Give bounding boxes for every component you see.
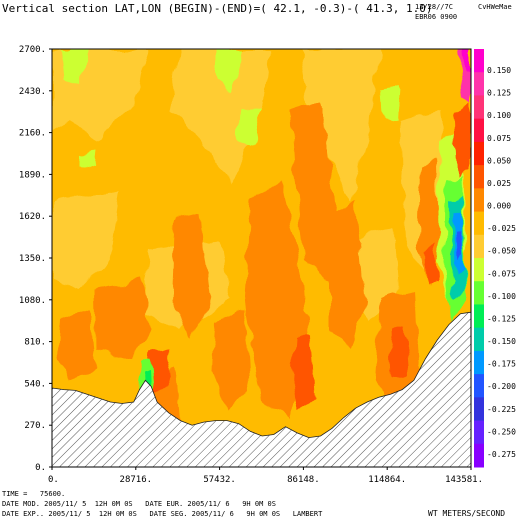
colorbar-label: 0.025 (487, 179, 511, 188)
x-tick-label: 0. (48, 475, 59, 485)
y-tick-label: 1350. (19, 254, 46, 264)
colorbar-label: 0.050 (487, 156, 511, 165)
time-label: TIME = 75600. (2, 490, 66, 498)
colorbar-swatch (474, 234, 484, 259)
colorbar-label: -0.150 (487, 337, 516, 346)
y-tick-label: 2160. (19, 129, 46, 139)
colorbar-label: -0.025 (487, 224, 516, 233)
colorbar-label: -0.225 (487, 405, 516, 414)
colorbar-label: 0.000 (487, 202, 511, 211)
contour-field (52, 49, 471, 467)
units-label: WT METERS/SECOND (428, 509, 506, 518)
colorbar-label: 0.100 (487, 111, 511, 120)
contour-regions (52, 49, 471, 430)
colorbar-label: -0.250 (487, 427, 516, 436)
chart-title: Vertical section LAT,LON (BEGIN)-(END)=(… (2, 2, 432, 15)
x-axis: 0. 28716. 57432. 86148. 114864. 143581. (48, 467, 483, 485)
colorbar-label: -0.200 (487, 382, 516, 391)
x-tick-label: 86148. (287, 475, 320, 485)
colorbar-swatch (474, 281, 484, 305)
colorbar-label: -0.125 (487, 314, 516, 323)
colorbar-swatch (474, 420, 484, 445)
colorbar-swatch (474, 327, 484, 352)
y-tick-label: 810. (24, 338, 46, 348)
y-tick-label: 270. (24, 421, 46, 431)
logo-text: CvHWeMae (478, 3, 512, 11)
colorbar-label: 0.075 (487, 134, 511, 143)
colorbar-label: -0.050 (487, 247, 516, 256)
colorbar-swatch (474, 304, 484, 329)
colorbar-label: 0.125 (487, 89, 511, 98)
colorbar-label: -0.275 (487, 450, 516, 459)
colorbar: 0.150 0.125 0.100 0.075 0.050 0.025 0.000 -0.02… (474, 49, 516, 468)
colorbar-swatch (474, 374, 484, 398)
colorbar-swatch (474, 188, 484, 213)
y-axis: 0. 270. 540. 810. 1080. 1350. 1620. 1890. 2160. 2… (19, 45, 52, 473)
date-exp-label: DATE EXP.. 2005/11/ 5 12H 0M 0S DATE SEG… (2, 510, 323, 518)
y-tick-label: 2430. (19, 87, 46, 97)
colorbar-swatch (474, 397, 484, 422)
colorbar-swatch (474, 49, 484, 73)
x-tick-label: 114864. (368, 475, 406, 485)
colorbar-swatch (474, 165, 484, 189)
model-label: EBR06 0900 (415, 13, 457, 21)
x-tick-label: 143581. (445, 475, 483, 485)
colorbar-swatch (474, 350, 484, 375)
x-tick-label: 57432. (203, 475, 236, 485)
colorbar-swatch (474, 443, 484, 468)
date-mod-label: DATE MOD. 2005/11/ 5 12H 0M 0S DATE EUR.… (2, 500, 276, 508)
colorbar-label: -0.175 (487, 360, 516, 369)
x-tick-label: 28716. (120, 475, 153, 485)
colorbar-swatch (474, 258, 484, 282)
colorbar-swatch (474, 211, 484, 236)
terrain-mask (52, 311, 471, 467)
date-label: 12/28//7C (415, 3, 453, 11)
y-tick-label: 2700. (19, 45, 46, 55)
colorbar-swatch (474, 141, 484, 166)
y-tick-label: 1890. (19, 170, 46, 180)
colorbar-swatch (474, 72, 484, 96)
colorbar-label: -0.075 (487, 269, 516, 278)
y-tick-label: 1080. (19, 296, 46, 306)
y-tick-label: 540. (24, 379, 46, 389)
colorbar-label: -0.100 (487, 292, 516, 301)
y-tick-label: 1620. (19, 212, 46, 222)
colorbar-swatch (474, 95, 484, 120)
colorbar-swatch (474, 118, 484, 143)
colorbar-label: 0.150 (487, 66, 511, 75)
y-tick-label: 0. (35, 463, 46, 473)
